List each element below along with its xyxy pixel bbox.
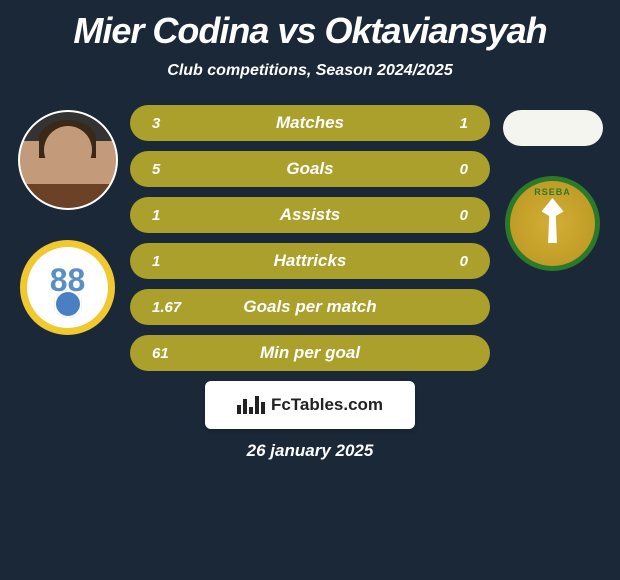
stat-left-value: 1: [152, 207, 160, 224]
club-1-badge: [20, 240, 115, 335]
player-1-photo: [18, 110, 118, 210]
stat-label: Goals: [286, 159, 333, 179]
player-2-placeholder: [503, 110, 603, 146]
stat-right-value: 1: [460, 115, 468, 132]
stat-left-value: 3: [152, 115, 160, 132]
stats-column: 3 Matches 1 5 Goals 0 1 Assists 0 1 Hatt…: [125, 105, 495, 461]
stat-left-value: 61: [152, 345, 169, 362]
left-column: [10, 105, 125, 335]
stat-left-value: 1.67: [152, 299, 181, 316]
stat-label: Assists: [280, 205, 340, 225]
stat-label: Min per goal: [260, 343, 360, 363]
bar-chart-icon: [237, 396, 265, 414]
fctables-badge[interactable]: FcTables.com: [205, 381, 415, 429]
stat-left-value: 1: [152, 253, 160, 270]
comparison-card: Mier Codina vs Oktaviansyah Club competi…: [0, 0, 620, 471]
page-title: Mier Codina vs Oktaviansyah: [0, 10, 620, 52]
stat-row-matches: 3 Matches 1: [130, 105, 490, 141]
stat-row-hattricks: 1 Hattricks 0: [130, 243, 490, 279]
stat-label: Goals per match: [243, 297, 376, 317]
stat-right-value: 0: [460, 207, 468, 224]
right-column: RSEBA: [495, 105, 610, 271]
stat-right-value: 0: [460, 161, 468, 178]
stat-right-value: 0: [460, 253, 468, 270]
stat-row-goals-per-match: 1.67 Goals per match: [130, 289, 490, 325]
stat-label: Matches: [276, 113, 344, 133]
subtitle: Club competitions, Season 2024/2025: [0, 62, 620, 80]
stat-label: Hattricks: [274, 251, 347, 271]
stat-row-goals: 5 Goals 0: [130, 151, 490, 187]
content-area: 3 Matches 1 5 Goals 0 1 Assists 0 1 Hatt…: [0, 105, 620, 461]
date-text: 26 january 2025: [130, 441, 490, 461]
stat-row-min-per-goal: 61 Min per goal: [130, 335, 490, 371]
club-2-badge: RSEBA: [505, 176, 600, 271]
badge-2-label: RSEBA: [534, 187, 571, 197]
stat-row-assists: 1 Assists 0: [130, 197, 490, 233]
stat-left-value: 5: [152, 161, 160, 178]
fctables-text: FcTables.com: [271, 395, 383, 415]
